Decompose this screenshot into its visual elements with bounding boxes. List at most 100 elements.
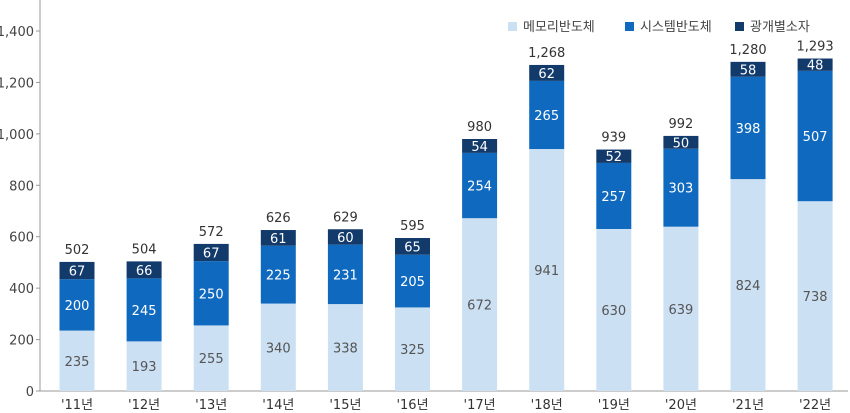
bar-value-label: 639	[668, 303, 693, 318]
legend-item: 시스템반도체	[625, 20, 712, 35]
y-axis: 0 200 400 600 800 1,000 1,200 1,400	[0, 0, 41, 400]
bar-value-label: 67	[203, 247, 220, 262]
bar-segment	[260, 230, 296, 246]
bar-stack: 672 254 54 980	[462, 120, 498, 391]
x-tick-label: '20년	[665, 398, 697, 413]
legend-label: 시스템반도체	[640, 20, 712, 35]
bar-total-label: 595	[400, 219, 425, 234]
bar-value-label: 738	[803, 290, 828, 305]
bar-value-label: 62	[538, 67, 555, 82]
bar-segment	[797, 58, 833, 71]
bar-segment	[126, 261, 162, 279]
bar-total-label: 939	[601, 131, 626, 146]
bar-value-label: 60	[337, 231, 354, 246]
y-tick-label: 1,200	[0, 76, 34, 91]
bar-segment	[462, 139, 498, 153]
bar-value-label: 245	[132, 304, 157, 319]
bar-value-label: 52	[606, 150, 623, 165]
bar-value-label: 66	[136, 264, 153, 279]
bar-stack: 255 250 67 572	[193, 225, 229, 391]
bar-value-label: 235	[65, 355, 90, 370]
legend-swatch	[625, 22, 634, 31]
bar-value-label: 672	[467, 299, 492, 314]
y-tick-label: 200	[9, 334, 34, 349]
bar-segment	[797, 70, 833, 202]
x-tick-label: '11년	[61, 398, 93, 413]
bar-total-label: 980	[467, 120, 492, 135]
bar-value-label: 200	[65, 299, 90, 314]
bar-value-label: 325	[400, 343, 425, 358]
y-tick-label: 800	[9, 179, 34, 194]
legend-swatch	[508, 22, 517, 31]
bar-value-label: 303	[668, 182, 693, 197]
y-tick-label: 1,400	[0, 25, 34, 40]
x-tick-label: '16년	[396, 398, 428, 413]
bar-value-label: 257	[601, 190, 626, 205]
bar-segment	[395, 254, 430, 308]
bar-value-label: 255	[199, 352, 224, 367]
bar-value-label: 340	[266, 341, 291, 356]
bar-segment	[59, 330, 95, 391]
bar-segment	[596, 229, 632, 391]
bar-total-label: 629	[333, 210, 358, 225]
bar-segment	[193, 261, 229, 326]
bar-segment	[327, 304, 363, 391]
bar-stack: 824 398 58 1,280	[729, 43, 767, 391]
bar-total-label: 1,268	[528, 46, 565, 61]
bar-segment	[663, 226, 699, 391]
bar-segment	[663, 135, 699, 149]
bar-total-label: 572	[199, 225, 224, 240]
y-tick-label: 0	[26, 385, 34, 400]
bar-segment	[529, 64, 565, 81]
bar-stack: 941 265 62 1,268	[528, 46, 565, 391]
bar-value-label: 54	[471, 140, 488, 155]
bar-value-label: 225	[266, 269, 291, 284]
legend-label: 광개별소자	[750, 20, 810, 35]
bar-segment	[462, 152, 498, 219]
bar-segment	[327, 244, 363, 305]
bar-segment	[596, 149, 632, 163]
bar-stack: 338 231 60 629	[327, 210, 363, 391]
bar-value-label: 67	[69, 265, 86, 280]
x-tick-label: '17년	[464, 398, 496, 413]
bar-stack: 325 205 65 595	[395, 219, 430, 391]
legend: 메모리반도체 시스템반도체 광개별소자	[508, 20, 810, 35]
bar-segment	[193, 325, 229, 391]
bar-segment	[126, 341, 162, 391]
bar-segment	[462, 218, 498, 391]
bar-segment	[327, 229, 363, 245]
bar-value-label: 265	[534, 109, 559, 124]
bar-stack: 235 200 67 502	[59, 243, 95, 391]
x-tick-label: '22년	[799, 398, 831, 413]
x-tick-label: '21년	[732, 398, 764, 413]
legend-swatch	[735, 22, 744, 31]
bar-value-label: 61	[270, 232, 287, 247]
x-axis: '11년 '12년 '13년 '14년 '15년 '16년 '17년 '18년 '19년 '20년…	[40, 390, 848, 413]
y-tick-label: 600	[9, 231, 34, 246]
bar-segment	[260, 303, 296, 391]
legend-item: 광개별소자	[735, 20, 810, 35]
x-tick-label: '19년	[598, 398, 630, 413]
bar-segment	[260, 245, 296, 304]
bar-stack: 738 507 48 1,293	[796, 40, 834, 391]
legend-label: 메모리반도체	[523, 20, 595, 35]
bar-segment	[59, 279, 95, 331]
bar-segment	[797, 201, 833, 391]
bar-segment	[730, 179, 766, 391]
x-tick-label: '15년	[329, 398, 361, 413]
bar-value-label: 824	[736, 279, 761, 294]
bar-total-label: 992	[668, 117, 693, 132]
bar-total-label: 1,280	[729, 43, 766, 58]
bar-total-label: 1,293	[796, 40, 833, 55]
x-tick-label: '18년	[531, 398, 563, 413]
bar-total-label: 504	[132, 242, 157, 257]
bar-value-label: 250	[199, 287, 224, 302]
bar-stack: 639 303 50 992	[663, 117, 699, 391]
bar-value-label: 398	[736, 122, 761, 137]
bar-segment	[395, 307, 430, 391]
bar-total-label: 502	[65, 243, 90, 258]
bar-value-label: 65	[404, 240, 421, 255]
bar-value-label: 254	[467, 180, 492, 195]
x-tick-label: '14년	[262, 398, 294, 413]
